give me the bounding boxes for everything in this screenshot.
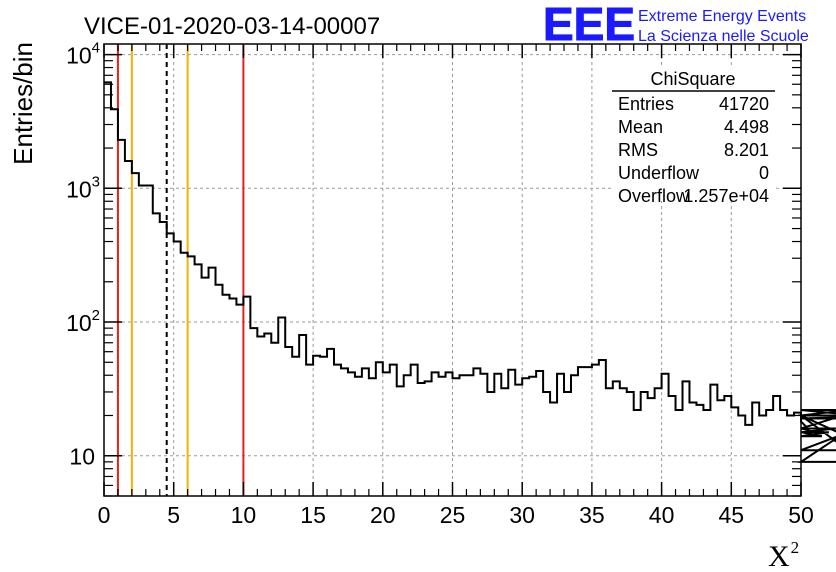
y-axis-label: Entries/bin [8, 42, 38, 165]
logo-text: EEE [543, 0, 635, 50]
logo-line-1: Extreme Energy Events [638, 8, 806, 25]
y-tick-label-base: 10 [69, 444, 95, 470]
x-tick-labels: 0 5 10 15 20 25 30 35 40 45 50 [98, 502, 814, 528]
stats-box: ChiSquare Entries 41720 Mean 4.498 RMS 8… [612, 65, 775, 206]
x-tick-label: 45 [719, 502, 745, 528]
stats-value-mean: 4.498 [724, 117, 769, 137]
y-tick-label: 102 [66, 307, 100, 336]
x-tick-label: 15 [300, 502, 326, 528]
histogram-line [104, 81, 836, 463]
x-tick-label: 20 [370, 502, 396, 528]
stats-label-underflow: Underflow [618, 163, 700, 183]
eee-logo: EEE Extreme Energy Events La Scienza nel… [543, 0, 809, 51]
logo-line-2: La Scienza nelle Scuole [638, 28, 809, 45]
chart-title: VICE-01-2020-03-14-00007 [84, 13, 380, 40]
y-tick-label-base: 10 [66, 176, 92, 202]
stats-value-rms: 8.201 [724, 140, 769, 160]
x-tick-label: 5 [167, 502, 180, 528]
x-tick-label: 10 [231, 502, 257, 528]
x-axis-label-sup: 2 [791, 538, 800, 557]
stats-box-frame [612, 65, 775, 201]
stats-value-overflow: 1.257e+04 [683, 186, 769, 206]
y-tick-label-exponent: 4 [92, 40, 100, 57]
stats-title: ChiSquare [650, 69, 735, 89]
stats-label-mean: Mean [618, 117, 663, 137]
y-tick-label-base: 10 [66, 43, 92, 69]
y-tick-label: 104 [66, 40, 100, 69]
stats-value-underflow: 0 [759, 163, 769, 183]
x-tick-label: 30 [509, 502, 535, 528]
axis-ticks [103, 44, 802, 497]
y-tick-label-exponent: 2 [92, 307, 100, 324]
x-axis-label-base: X [768, 540, 790, 572]
y-tick-label-base: 10 [66, 310, 92, 336]
y-tick-label: 103 [66, 173, 100, 202]
x-tick-label: 0 [98, 502, 111, 528]
stats-label-rms: RMS [618, 140, 658, 160]
y-tick-label: 10 [69, 444, 95, 470]
x-tick-label: 40 [649, 502, 675, 528]
x-axis-label: X2 [768, 538, 799, 572]
y-tick-label-exponent: 3 [92, 173, 100, 190]
marker-lines [116, 44, 245, 496]
x-tick-label: 25 [440, 502, 466, 528]
x-tick-label: 35 [579, 502, 605, 528]
stats-label-entries: Entries [618, 94, 674, 114]
stats-value-entries: 41720 [719, 94, 769, 114]
x-tick-label: 50 [788, 502, 814, 528]
stats-label-overflow: Overflow [618, 186, 690, 206]
